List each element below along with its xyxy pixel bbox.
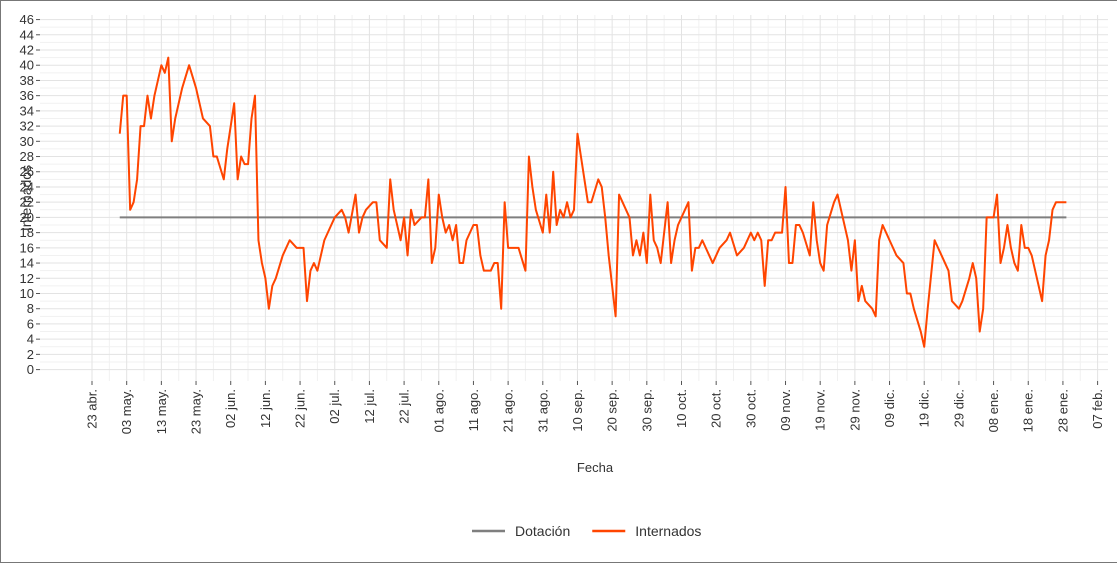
x-tick-label: 23 abr. (85, 389, 100, 429)
y-tick-label: 34 (20, 103, 34, 118)
x-tick-label: 10 sep. (570, 389, 585, 432)
x-tick-label: 29 nov. (847, 389, 862, 431)
x-tick-label: 28 ene. (1055, 389, 1070, 432)
x-tick-label: 21 ago. (501, 389, 516, 432)
x-tick-label: 11 ago. (466, 389, 481, 431)
x-tick-label: 07 feb. (1090, 389, 1105, 429)
y-tick-label: 20 (20, 210, 34, 225)
x-tick-label: 20 oct. (709, 389, 724, 428)
legend: Dotación Internados (472, 523, 701, 539)
x-axis-title: Fecha (577, 460, 614, 475)
x-tick-label: 30 sep. (639, 389, 654, 432)
y-tick-label: 42 (20, 43, 34, 58)
series-line (118, 56, 1067, 348)
x-tick-label: 09 dic. (882, 389, 897, 427)
x-tick-label: 12 jul. (362, 389, 377, 424)
x-tick-label: 29 dic. (951, 389, 966, 427)
x-tick-label: 02 jul. (327, 389, 342, 424)
x-tick-label: 31 ago. (535, 389, 550, 432)
y-tick-label: 40 (20, 58, 34, 73)
y-tick-label: 18 (20, 225, 34, 240)
y-tick-label: 16 (20, 240, 34, 255)
x-tick-label: 08 ene. (986, 389, 1001, 432)
y-tick-label: 38 (20, 73, 34, 88)
y-tick-label: 46 (20, 12, 34, 27)
y-tick-label: 14 (20, 256, 34, 271)
x-tick-label: 22 jul. (397, 389, 412, 424)
x-tick-label: 09 nov. (778, 389, 793, 431)
y-tick-label: 4 (27, 332, 34, 347)
x-tick-label: 02 jun. (223, 389, 238, 428)
x-tick-label: 23 may. (189, 389, 204, 434)
plot-area: 0246810121416182022242628303234363840424… (20, 12, 1108, 434)
x-tick-label: 19 dic. (917, 389, 932, 427)
y-tick-label: 36 (20, 88, 34, 103)
legend-label: Internados (635, 523, 701, 539)
x-tick-label: 12 jun. (258, 389, 273, 428)
y-tick-label: 10 (20, 286, 34, 301)
y-tick-label: 32 (20, 119, 34, 134)
x-tick-label: 18 ene. (1021, 389, 1036, 432)
y-tick-label: 26 (20, 164, 34, 179)
legend-label: Dotación (515, 523, 570, 539)
x-tick-label: 30 oct. (743, 389, 758, 428)
y-tick-label: 12 (20, 271, 34, 286)
y-tick-label: 22 (20, 195, 34, 210)
x-tick-label: 10 oct. (674, 389, 689, 428)
y-tick-label: 44 (20, 27, 34, 42)
x-tick-label: 01 ago. (431, 389, 446, 432)
y-tick-label: 30 (20, 134, 34, 149)
x-tick-label: 19 nov. (813, 389, 828, 431)
y-tick-label: 6 (27, 316, 34, 331)
x-tick-label: 03 may. (119, 389, 134, 434)
y-tick-label: 0 (27, 362, 34, 377)
x-tick-label: 20 sep. (605, 389, 620, 432)
y-tick-label: 28 (20, 149, 34, 164)
y-axis-title: Internados (18, 165, 34, 231)
y-tick-label: 24 (20, 179, 34, 194)
y-tick-label: 8 (27, 301, 34, 316)
x-tick-label: 22 jun. (293, 389, 308, 428)
y-tick-label: 2 (27, 347, 34, 362)
x-tick-label: 13 may. (154, 389, 169, 434)
